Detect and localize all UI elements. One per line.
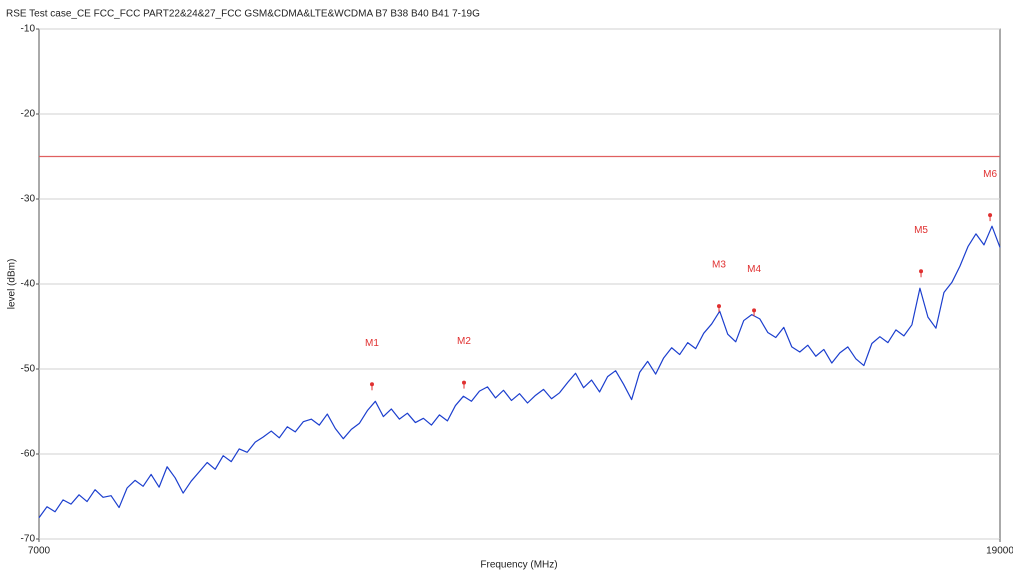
x-tick-label: 19000	[986, 546, 1013, 557]
trace	[38, 225, 1001, 519]
y-tick-label: -30	[21, 194, 36, 205]
y-tick-label: -60	[21, 449, 36, 460]
marker-point	[716, 304, 721, 309]
marker-point	[752, 308, 757, 313]
chart-title: RSE Test case_CE FCC_FCC PART22&24&27_FC…	[6, 9, 480, 20]
y-tick-label: -10	[21, 24, 36, 35]
marker-point	[919, 269, 924, 274]
marker-label: M5	[914, 225, 928, 236]
marker-label: M4	[747, 264, 761, 275]
y-tick-label: -70	[21, 534, 36, 545]
marker-point	[462, 380, 467, 385]
marker-point	[369, 382, 374, 387]
marker-label: M3	[712, 260, 726, 271]
marker-point	[988, 213, 993, 218]
x-tick-label: 7000	[28, 546, 51, 557]
marker-label: M2	[457, 336, 471, 347]
marker-label: M6	[983, 169, 997, 180]
y-tick-label: -20	[21, 109, 36, 120]
marker-label: M1	[365, 338, 379, 349]
y-tick-label: -50	[21, 364, 36, 375]
x-axis-label: Frequency (MHz)	[480, 560, 557, 571]
y-axis-label: level (dBm)	[7, 259, 18, 310]
y-tick-label: -40	[21, 279, 36, 290]
